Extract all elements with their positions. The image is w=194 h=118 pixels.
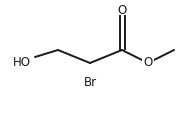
Text: Br: Br [83, 76, 97, 88]
Text: O: O [143, 57, 153, 70]
Text: O: O [117, 4, 127, 17]
Text: HO: HO [13, 57, 31, 70]
